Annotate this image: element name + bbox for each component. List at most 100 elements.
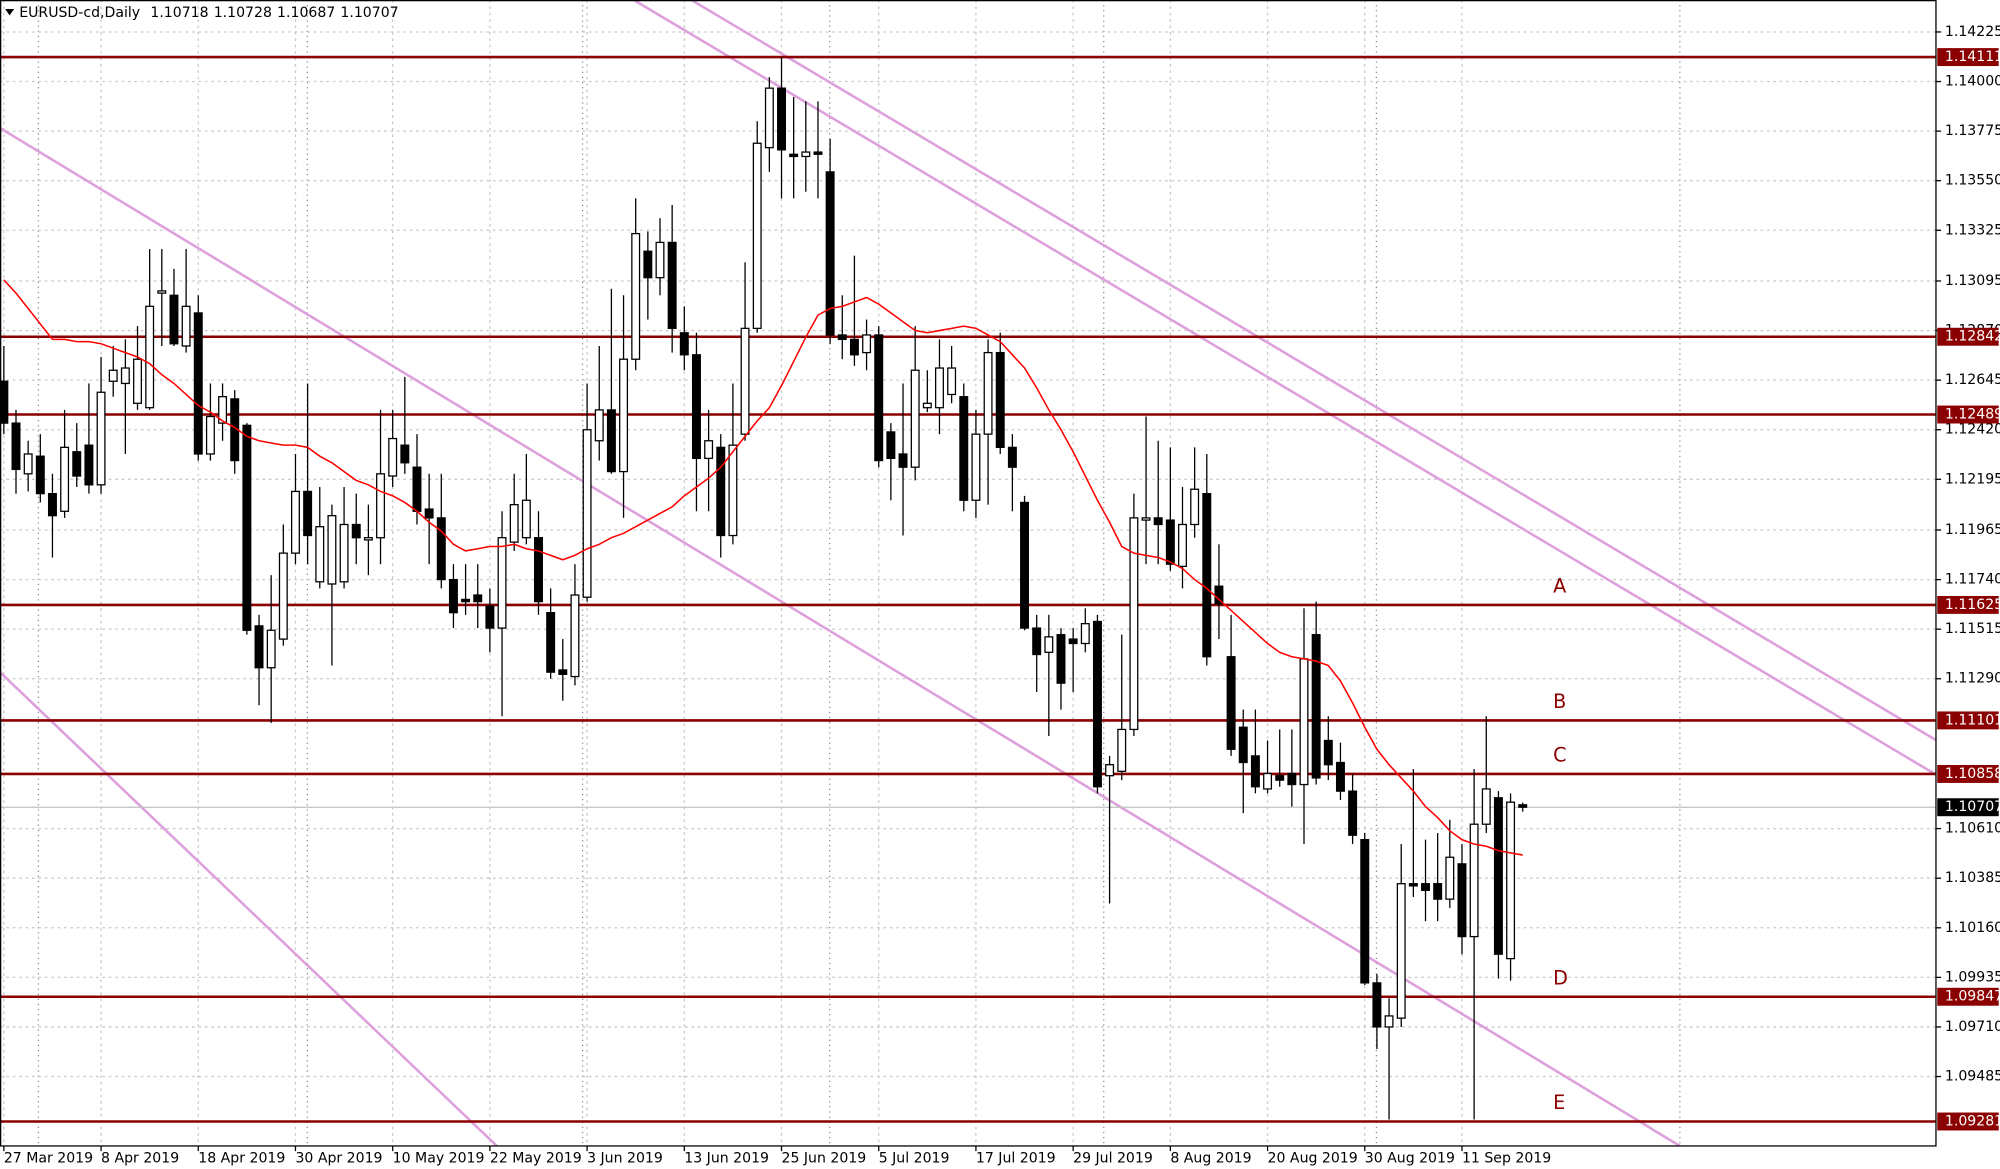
- candle-body: [388, 437, 398, 477]
- y-tick-label: 1.09485: [1945, 1069, 2000, 1085]
- candle-body: [436, 517, 446, 581]
- header-open: 1.10718: [150, 5, 208, 21]
- x-tick-label: 22 May 2019: [490, 1151, 582, 1167]
- candle-body: [1068, 638, 1078, 645]
- candle-body: [1299, 658, 1309, 786]
- candle-body: [1263, 772, 1273, 790]
- candle-body: [1457, 863, 1467, 938]
- candle-body: [862, 334, 872, 354]
- candle-body: [376, 473, 386, 539]
- candle-body: [1506, 801, 1516, 960]
- candle-body: [1190, 488, 1200, 526]
- y-tick-label: 1.13550: [1945, 173, 2000, 189]
- candle-body: [594, 409, 604, 442]
- candle-body: [849, 338, 859, 356]
- header-high: 1.10728: [214, 5, 272, 21]
- candle-body: [327, 515, 337, 585]
- x-tick-label: 27 Mar 2019: [4, 1151, 93, 1167]
- candle-body: [1044, 636, 1054, 653]
- level-price-box: [1937, 987, 1999, 1006]
- x-tick-label: 8 Apr 2019: [101, 1151, 179, 1167]
- candle-body: [509, 504, 519, 543]
- y-tick-label: 1.11740: [1945, 572, 2000, 588]
- header-close: 1.10707: [340, 5, 398, 21]
- candle-body: [11, 422, 21, 471]
- candle-body: [169, 294, 179, 345]
- candle-body: [1153, 517, 1163, 526]
- candle-body: [1372, 982, 1382, 1028]
- candle-body: [1105, 764, 1115, 777]
- candle-body: [752, 142, 762, 329]
- candle-body: [1384, 1015, 1394, 1028]
- level-price-label: 1.09281: [1945, 1113, 2000, 1129]
- header: EURUSD-cd,Daily 1.10718 1.10728 1.10687 1.10…: [5, 5, 399, 21]
- candle-body: [363, 537, 373, 541]
- candle-body: [1007, 446, 1017, 468]
- candle-body: [740, 327, 750, 435]
- y-tick-label: 1.13775: [1945, 123, 2000, 139]
- candle-body: [898, 453, 908, 468]
- candle-body: [1445, 856, 1455, 900]
- candle-body: [704, 440, 714, 460]
- level-price-label: 1.12489: [1945, 407, 2000, 423]
- candle-body: [60, 446, 70, 512]
- level-price-box: [1937, 595, 1999, 614]
- x-tick-label: 8 Aug 2019: [1170, 1151, 1251, 1167]
- candle-body: [582, 429, 592, 598]
- grid: [0, 0, 1936, 1146]
- candle-body: [205, 415, 215, 455]
- candle-body: [971, 433, 981, 501]
- candle-body: [1129, 517, 1139, 731]
- candle-body: [631, 232, 641, 360]
- candle-body: [1287, 772, 1297, 786]
- candle-body: [1335, 761, 1345, 792]
- level-price-label: 1.10858: [1945, 766, 2000, 782]
- header-low: 1.10687: [277, 5, 335, 21]
- menu-triangle[interactable]: [5, 8, 15, 16]
- candle-body: [801, 151, 811, 158]
- level-price-box: [1937, 405, 1999, 424]
- candle-body: [485, 605, 495, 629]
- trend-line: [690, 0, 1936, 742]
- candle-body: [959, 396, 969, 501]
- x-tick-label: 10 May 2019: [393, 1151, 485, 1167]
- y-tick-label: 1.14225: [1945, 24, 2000, 40]
- candle-body: [619, 358, 629, 473]
- candle-body: [655, 241, 665, 279]
- trend-line: [633, 0, 1936, 776]
- candle-body: [1323, 739, 1333, 766]
- candle-body: [825, 171, 835, 336]
- y-tick-label: 1.12645: [1945, 372, 2000, 388]
- candle-body: [728, 444, 738, 537]
- level-price-label: 1.11625: [1945, 597, 2000, 613]
- candle-body: [1469, 823, 1479, 938]
- candle-body: [1020, 501, 1030, 629]
- level-price-label: 1.09847: [1945, 989, 2000, 1005]
- candle-body: [1141, 517, 1151, 521]
- candle-body: [145, 305, 155, 409]
- x-tick-label: 20 Aug 2019: [1268, 1151, 1358, 1167]
- candle-body: [546, 612, 556, 673]
- candle-body: [1493, 797, 1503, 955]
- last-price-label: 1.10707: [1945, 799, 2000, 815]
- trend-line: [0, 671, 498, 1146]
- candle-body: [1056, 634, 1066, 684]
- candle-body: [72, 451, 82, 477]
- candle-body: [1178, 523, 1187, 568]
- candle-body: [278, 552, 288, 640]
- candle-body: [1226, 656, 1236, 750]
- y-tick-label: 1.11290: [1945, 671, 2000, 687]
- candle-body: [120, 367, 130, 385]
- candle-body: [934, 367, 944, 409]
- candle-body: [643, 250, 653, 279]
- candle-body: [606, 409, 616, 473]
- level-price-box: [1937, 327, 1999, 346]
- x-tick-label: 11 Sep 2019: [1462, 1151, 1551, 1167]
- candle-body: [910, 369, 920, 468]
- candle-body: [290, 490, 300, 554]
- candle-body: [947, 367, 957, 396]
- y-tick-label: 1.13325: [1945, 222, 2000, 238]
- x-tick-label: 30 Apr 2019: [295, 1151, 382, 1167]
